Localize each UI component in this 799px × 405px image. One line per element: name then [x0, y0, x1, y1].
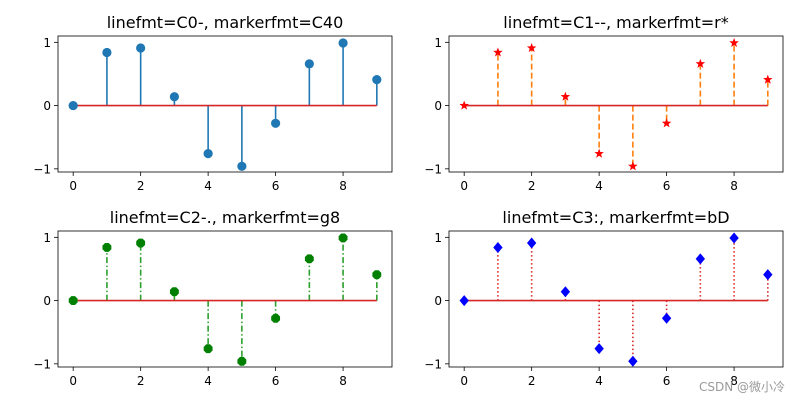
x-tick-label: 0	[69, 374, 77, 388]
stem-marker	[729, 37, 739, 47]
stem-marker	[68, 296, 78, 306]
x-tick-label: 0	[460, 374, 468, 388]
axes-frame	[57, 230, 393, 368]
subplot-title: linefmt=C0-, markerfmt=C40	[107, 13, 344, 32]
stem-marker	[695, 253, 706, 265]
stem-marker	[136, 43, 146, 53]
y-tick-label: −1	[424, 162, 442, 176]
y-tick-label: −1	[424, 357, 442, 371]
x-tick-label: 4	[595, 374, 603, 388]
stem-marker	[459, 100, 469, 110]
stem-marker	[338, 38, 348, 48]
stem-marker	[338, 233, 348, 243]
x-tick-label: 8	[730, 179, 738, 193]
stem-marker	[695, 58, 706, 68]
x-tick-label: 2	[137, 374, 145, 388]
x-tick-label: 8	[339, 179, 347, 193]
stem-marker	[304, 254, 314, 264]
y-tick-label: 1	[434, 231, 442, 245]
y-tick-label: −1	[33, 162, 51, 176]
stem-marker	[237, 356, 247, 366]
stem-marker	[271, 118, 281, 128]
x-tick-label: 4	[204, 179, 212, 193]
stem-marker	[304, 59, 314, 69]
stem-marker	[203, 149, 213, 159]
y-tick-label: 0	[434, 294, 442, 308]
stem-marker	[661, 312, 672, 324]
y-tick-label: 0	[43, 294, 51, 308]
stem-marker	[68, 100, 78, 111]
stem-marker	[372, 75, 382, 85]
x-tick-label: 0	[460, 179, 468, 193]
subplot-title: linefmt=C1--, markerfmt=r*	[503, 13, 728, 32]
stem-marker	[560, 91, 571, 101]
stem-marker	[560, 286, 571, 298]
x-tick-label: 2	[528, 374, 536, 388]
stem-marker	[169, 287, 179, 297]
stem-marker	[102, 47, 112, 58]
x-tick-label: 6	[663, 179, 671, 193]
stem-marker	[729, 232, 739, 244]
y-tick-label: −1	[33, 357, 51, 371]
x-tick-label: 4	[204, 374, 212, 388]
stem-marker	[661, 118, 672, 128]
subplot-3: linefmt=C2-., markerfmt=g8 −1 0 1 0 2 4 6 8	[33, 208, 393, 388]
subplot-title: linefmt=C3:, markerfmt=bD	[502, 208, 729, 227]
stem-marker	[628, 355, 638, 367]
x-tick-label: 6	[272, 374, 280, 388]
y-tick-label: 1	[43, 231, 51, 245]
stem-marker	[372, 270, 382, 280]
x-tick-label: 6	[272, 179, 280, 193]
stem-marker	[203, 344, 213, 354]
x-tick-label: 2	[137, 179, 145, 193]
x-tick-label: 2	[528, 179, 536, 193]
stem-marker	[628, 161, 638, 171]
stem-marker	[526, 237, 537, 249]
stem-marker	[169, 92, 179, 102]
watermark: CSDN @微小冷	[698, 380, 785, 394]
stem-marker	[493, 241, 503, 253]
y-tick-label: 1	[43, 36, 51, 50]
stem-marker	[459, 295, 469, 307]
stem-marker	[763, 74, 773, 84]
y-tick-label: 0	[43, 99, 51, 113]
stem-marker	[526, 43, 537, 53]
subplot-title: linefmt=C2-., markerfmt=g8	[110, 208, 340, 227]
x-tick-label: 6	[663, 374, 671, 388]
y-tick-label: 0	[434, 99, 442, 113]
stem-marker	[594, 343, 604, 355]
stem-marker	[136, 238, 146, 248]
x-tick-label: 8	[730, 374, 738, 388]
stem-marker	[237, 161, 247, 171]
axes-frame	[448, 35, 784, 173]
stem-marker	[493, 47, 503, 57]
axes-frame	[57, 35, 393, 173]
subplot-1: linefmt=C0-, markerfmt=C40 −1 0 1 0 2 4 6 8	[33, 13, 393, 193]
stem-marker	[102, 243, 112, 252]
x-tick-label: 4	[595, 179, 603, 193]
y-tick-label: 1	[434, 36, 442, 50]
axes-frame	[448, 230, 784, 368]
stem-marker	[763, 269, 773, 281]
subplot-2: linefmt=C1--, markerfmt=r* −1 0 1 0 2 4 6 8	[424, 13, 784, 193]
x-tick-label: 0	[69, 179, 77, 193]
stem-marker	[594, 148, 604, 158]
subplot-4: linefmt=C3:, markerfmt=bD −1 0 1 0 2 4 6 8	[424, 208, 784, 388]
stem-marker	[271, 313, 281, 323]
x-tick-label: 8	[339, 374, 347, 388]
